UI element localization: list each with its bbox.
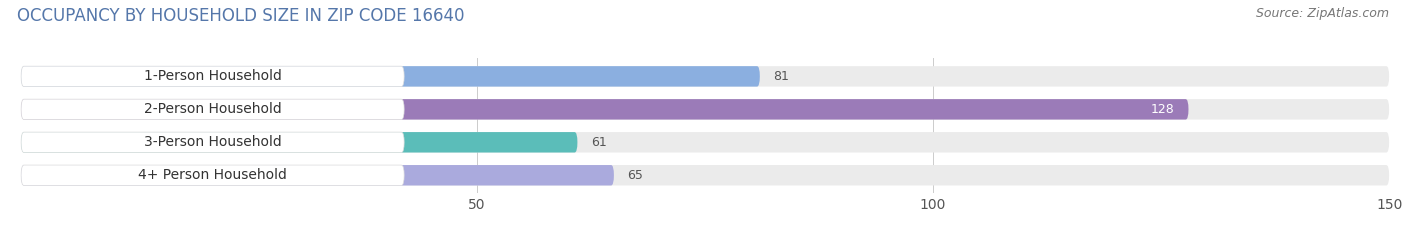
FancyBboxPatch shape [21,132,1389,153]
FancyBboxPatch shape [21,99,1389,120]
FancyBboxPatch shape [21,132,578,153]
FancyBboxPatch shape [21,66,404,87]
FancyBboxPatch shape [21,165,614,185]
Text: 2-Person Household: 2-Person Household [143,102,281,116]
Text: 3-Person Household: 3-Person Household [143,135,281,149]
Text: 65: 65 [627,169,644,182]
Text: 1-Person Household: 1-Person Household [143,69,281,83]
Text: 128: 128 [1152,103,1175,116]
Text: 61: 61 [591,136,607,149]
FancyBboxPatch shape [21,165,1389,185]
FancyBboxPatch shape [21,165,404,185]
Text: Source: ZipAtlas.com: Source: ZipAtlas.com [1256,7,1389,20]
FancyBboxPatch shape [21,132,404,153]
Text: 4+ Person Household: 4+ Person Household [138,168,287,182]
FancyBboxPatch shape [21,66,759,87]
FancyBboxPatch shape [21,99,404,120]
FancyBboxPatch shape [21,66,1389,87]
Text: 81: 81 [773,70,789,83]
Text: OCCUPANCY BY HOUSEHOLD SIZE IN ZIP CODE 16640: OCCUPANCY BY HOUSEHOLD SIZE IN ZIP CODE … [17,7,464,25]
FancyBboxPatch shape [21,99,1188,120]
